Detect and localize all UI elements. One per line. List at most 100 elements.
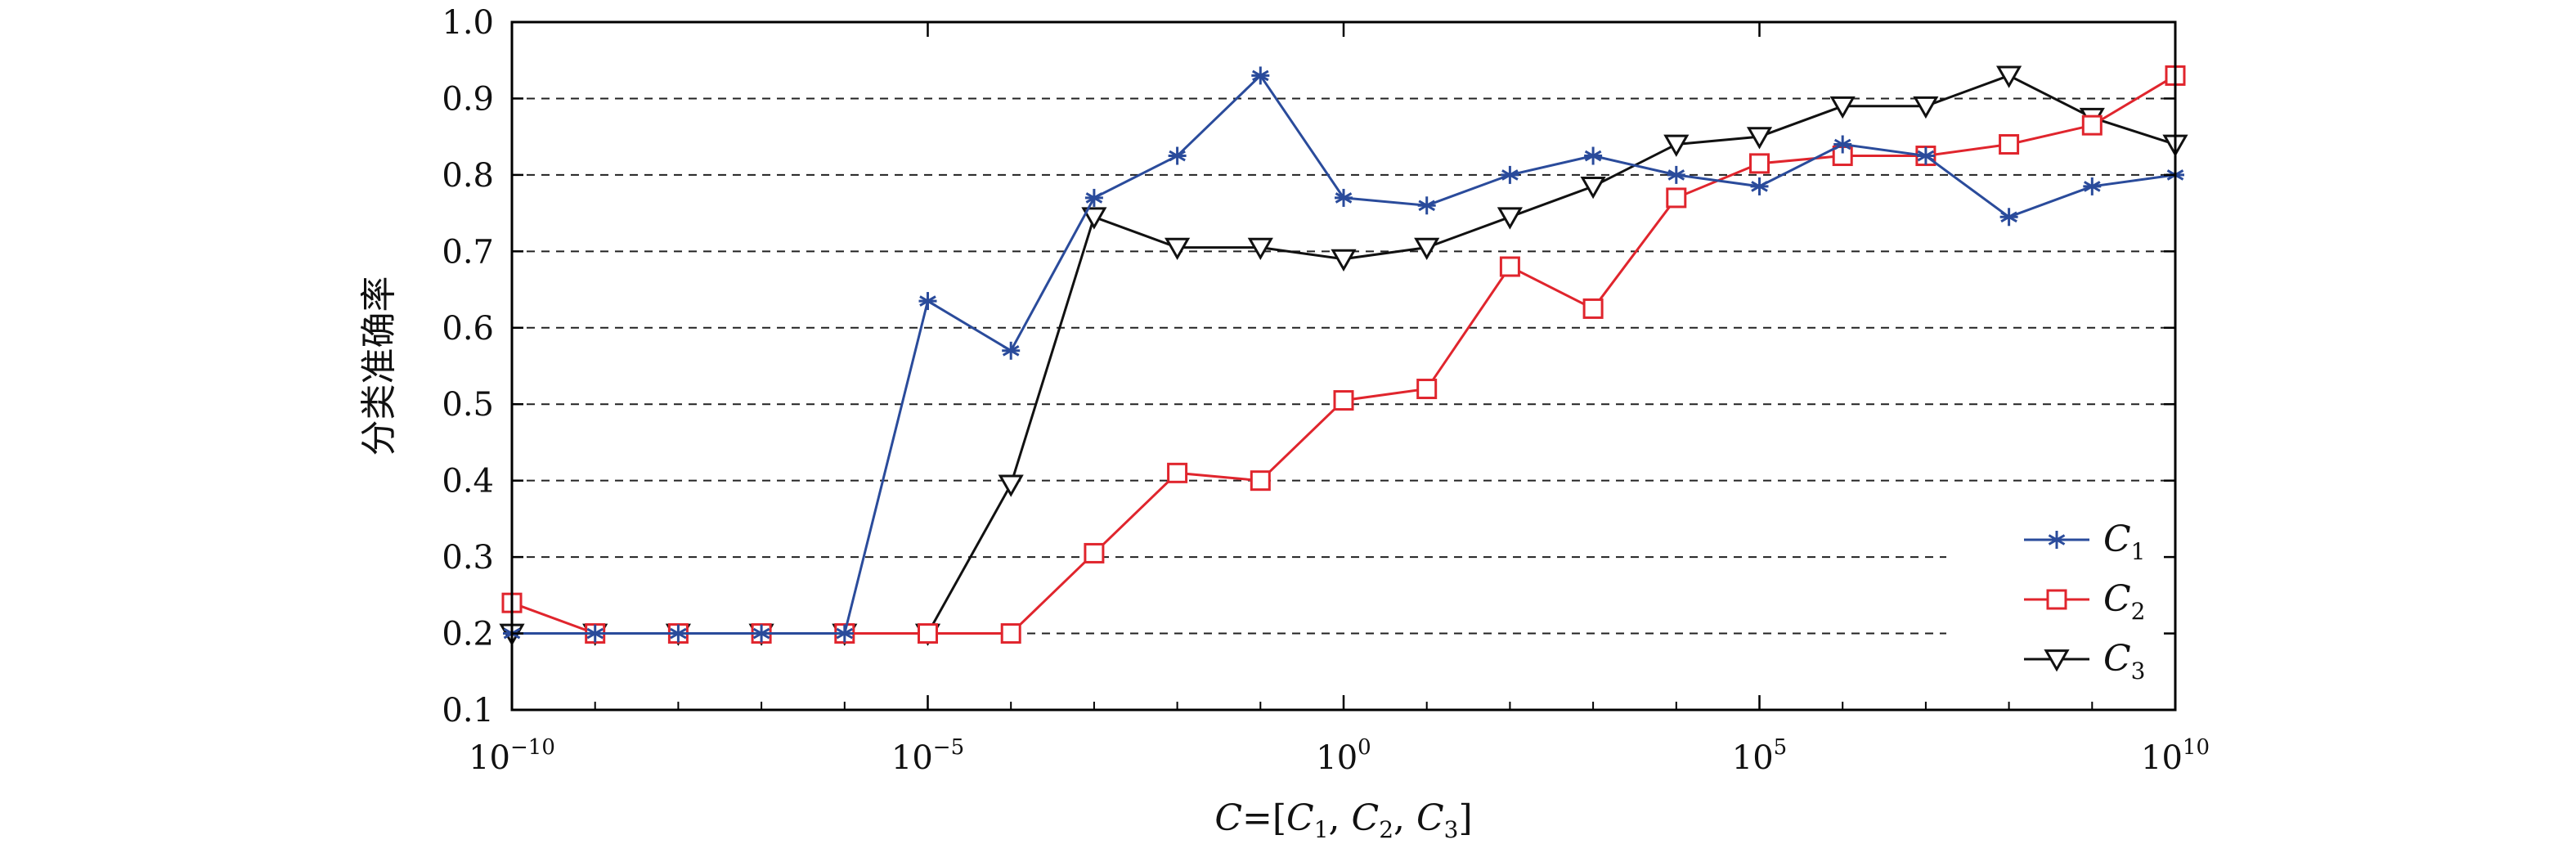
triangle-down-marker — [1746, 127, 1773, 150]
y-axis-title: 分类准确率 — [358, 276, 400, 456]
asterisk-marker — [1667, 165, 1685, 184]
asterisk-marker — [1584, 146, 1603, 165]
square-shape — [918, 623, 938, 644]
square-marker — [1582, 298, 1604, 319]
legend-label: C3 — [2103, 638, 2146, 685]
triangle-shape — [1331, 249, 1357, 272]
x-tick-label: 1010 — [2141, 735, 2210, 777]
y-tick-label: 0.1 — [442, 692, 494, 730]
x-title-sep2: , — [1393, 797, 1416, 839]
triangle-down-marker — [2044, 649, 2070, 672]
square-shape — [1499, 256, 1520, 277]
legend-item: C3 — [2024, 638, 2146, 685]
asterisk-marker — [918, 292, 937, 311]
triangle-shape — [1497, 207, 1523, 230]
x-tick-label: 105 — [1732, 735, 1787, 777]
plot-frame — [510, 20, 2177, 712]
square-marker — [1000, 623, 1021, 644]
x-title-close: ] — [1459, 797, 1473, 839]
square-marker — [1167, 462, 1188, 483]
triangle-shape — [1746, 127, 1773, 150]
square-shape — [1333, 390, 1354, 411]
square-marker — [2081, 114, 2103, 136]
triangle-down-marker — [1996, 65, 2022, 88]
asterisk-marker — [752, 624, 771, 643]
x-title-sub2: 2 — [1379, 816, 1393, 843]
asterisk-marker — [835, 624, 854, 643]
x-title-c: C — [1214, 797, 1242, 839]
square-marker — [1999, 134, 2020, 155]
asterisk-marker — [1084, 188, 1103, 207]
square-marker — [1666, 187, 1687, 209]
triangle-shape — [1247, 237, 1273, 261]
triangle-down-marker — [1829, 96, 1856, 119]
square-shape — [1416, 379, 1438, 400]
y-tick-label: 0.2 — [442, 616, 494, 653]
square-shape — [1999, 134, 2020, 155]
square-shape — [1666, 187, 1687, 209]
square-marker — [2046, 589, 2067, 610]
y-tick-label: 0.4 — [442, 463, 494, 501]
triangle-shape — [998, 474, 1024, 497]
triangle-down-marker — [1663, 134, 1690, 157]
triangle-down-marker — [1497, 207, 1523, 230]
square-shape — [2046, 589, 2067, 610]
triangle-shape — [1829, 96, 1856, 119]
square-marker — [1333, 390, 1354, 411]
x-title-sub3: 3 — [1444, 816, 1459, 843]
asterisk-marker — [586, 624, 604, 643]
square-marker — [1416, 379, 1438, 400]
asterisk-marker — [1335, 188, 1353, 207]
square-shape — [1250, 470, 1271, 492]
triangle-shape — [2044, 649, 2070, 672]
legend-label: C2 — [2103, 578, 2146, 625]
square-marker — [1084, 542, 1105, 563]
triangle-down-marker — [1414, 237, 1440, 261]
x-tick-label: 10−10 — [469, 735, 555, 777]
triangle-shape — [1996, 65, 2022, 88]
asterisk-marker — [1916, 146, 1935, 165]
square-shape — [2081, 114, 2103, 136]
gridlines — [512, 97, 2175, 635]
square-shape — [1084, 542, 1105, 563]
y-tick-label: 0.8 — [442, 157, 494, 195]
triangle-shape — [1081, 207, 1107, 230]
square-marker — [918, 623, 938, 644]
triangle-down-marker — [1913, 96, 1939, 119]
legend-item: C1 — [2024, 519, 2146, 565]
asterisk-marker — [2048, 531, 2066, 549]
asterisk-marker — [1750, 177, 1769, 195]
triangle-down-marker — [998, 474, 1024, 497]
legend-item: C2 — [2024, 578, 2146, 625]
square-shape — [1582, 298, 1604, 319]
x-tick-label: 10−5 — [891, 735, 964, 777]
legend-label: C1 — [2103, 519, 2146, 565]
series-c1 — [503, 66, 2184, 643]
x-title-c1: C — [1286, 797, 1314, 839]
square-shape — [1167, 462, 1188, 483]
y-tick-label: 0.9 — [442, 80, 494, 118]
y-tick-label: 0.5 — [442, 386, 494, 424]
axes: 0.1 0.2 0.3 0.4 0.5 0.6 0.7 0.8 0.9 1.0 10−10 10−5 1… — [442, 4, 2210, 777]
y-tick-label: 1.0 — [442, 4, 494, 42]
square-marker — [1499, 256, 1520, 277]
triangle-shape — [1580, 177, 1606, 200]
square-marker — [1250, 470, 1271, 492]
y-tick-label: 0.3 — [442, 539, 494, 577]
asterisk-marker — [669, 624, 688, 643]
asterisk-marker — [1002, 341, 1021, 360]
asterisk-marker — [1168, 146, 1187, 165]
triangle-shape — [1165, 237, 1191, 261]
legend: C1 C2 C3 — [2024, 519, 2146, 685]
x-title-sub1: 1 — [1314, 816, 1329, 843]
x-title-c2: C — [1352, 797, 1380, 839]
asterisk-marker — [1251, 66, 1270, 85]
x-tick-label: 100 — [1316, 735, 1371, 777]
triangle-shape — [1663, 134, 1690, 157]
triangle-shape — [1414, 237, 1440, 261]
square-shape — [1749, 153, 1770, 174]
x-title-sep1: , — [1329, 797, 1352, 839]
x-title-eq: =[ — [1242, 797, 1286, 839]
asterisk-marker — [1999, 208, 2018, 227]
